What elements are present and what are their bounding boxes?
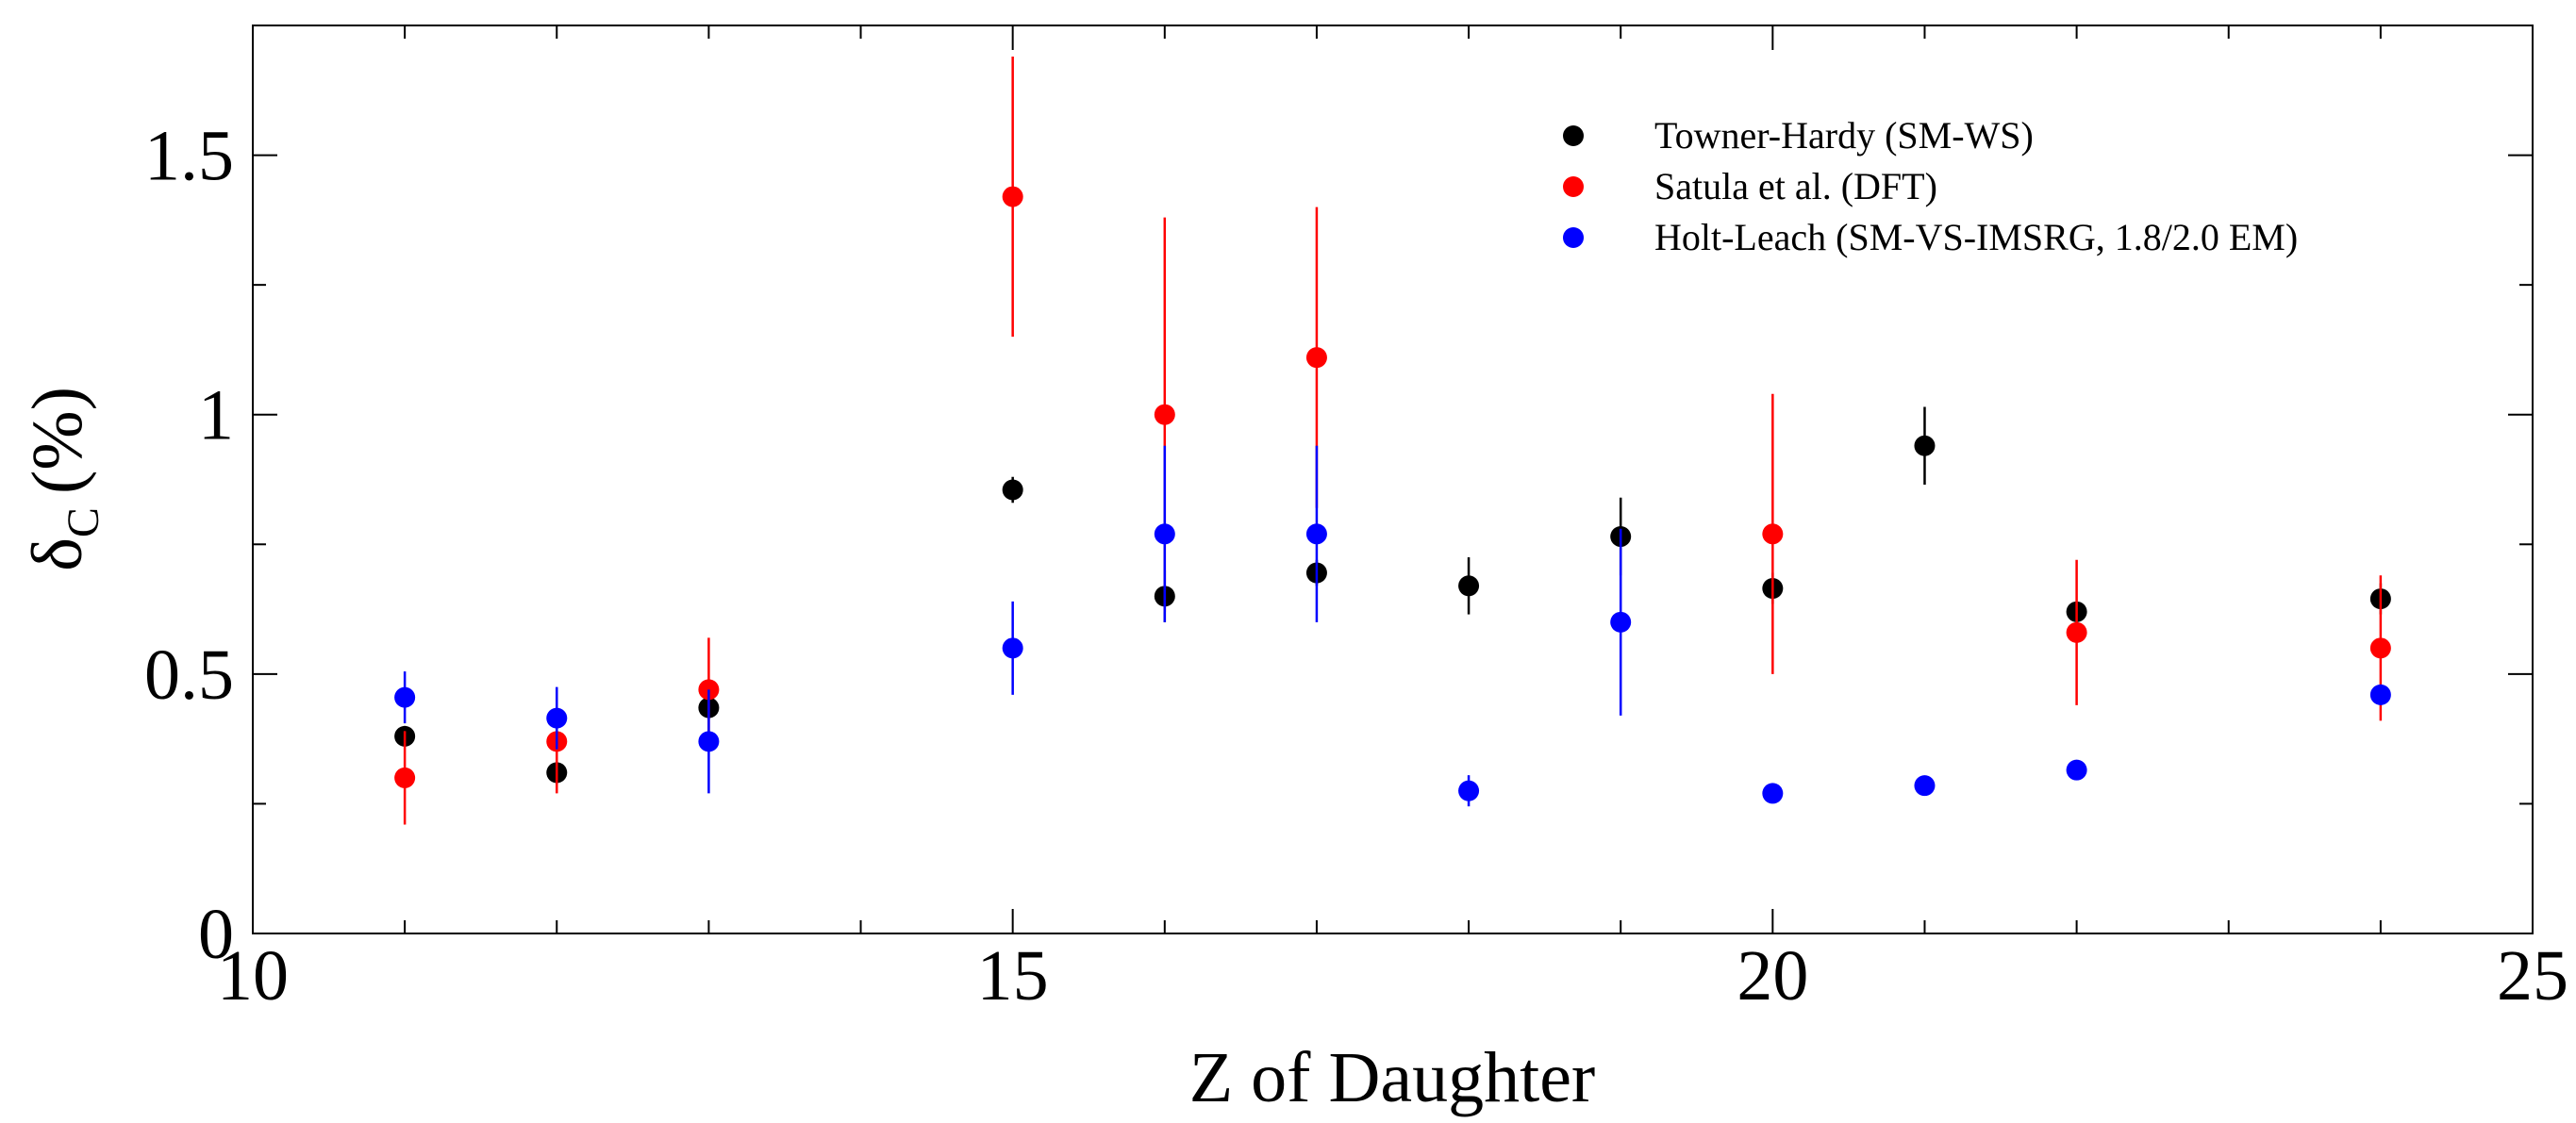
x-tick-label: 20 <box>1737 936 1808 1016</box>
legend-label: Satula et al. (DFT) <box>1654 165 1937 207</box>
y-tick-label: 1.5 <box>144 117 234 196</box>
data-point <box>1914 775 1936 797</box>
data-point <box>2066 621 2087 643</box>
legend-label: Towner-Hardy (SM-WS) <box>1654 114 2034 157</box>
x-tick-label: 15 <box>977 936 1049 1016</box>
data-point <box>2369 637 2391 659</box>
y-axis-title: δC (%) <box>18 387 108 571</box>
data-point <box>1154 523 1175 545</box>
legend-marker <box>1563 176 1584 197</box>
data-point <box>1762 523 1784 545</box>
series-1 <box>394 406 2391 784</box>
x-tick-label: 10 <box>217 936 289 1016</box>
data-point <box>1002 637 1023 659</box>
data-point <box>1610 611 1632 633</box>
data-point <box>698 731 720 752</box>
y-axis-subscript: C <box>58 507 108 537</box>
data-point <box>1305 523 1327 545</box>
legend-marker <box>1563 227 1584 248</box>
legend-marker <box>1563 125 1584 146</box>
data-point <box>1458 575 1480 597</box>
data-point <box>546 707 568 729</box>
data-point <box>1762 783 1784 804</box>
data-point <box>1002 186 1023 207</box>
y-axis-symbol: δ <box>18 537 97 571</box>
data-point <box>1914 435 1936 456</box>
y-tick-label: 0.5 <box>144 636 234 715</box>
data-point <box>1458 780 1480 801</box>
series-2 <box>394 57 2391 825</box>
y-tick-label: 0 <box>198 895 234 974</box>
data-point <box>1002 479 1023 501</box>
y-axis-unit: (%) <box>18 387 97 494</box>
data-point <box>1305 347 1327 369</box>
x-axis-title: Z of Daughter <box>1189 1038 1596 1117</box>
series-3 <box>394 445 2391 807</box>
data-series <box>394 57 2391 825</box>
data-point <box>394 686 416 708</box>
data-point <box>2066 759 2087 781</box>
legend: Towner-Hardy (SM-WS) Satula et al. (DFT) H… <box>1563 114 2298 258</box>
legend-label: Holt-Leach (SM-VS-IMSRG, 1.8/2.0 EM) <box>1654 216 2298 258</box>
data-point <box>2369 684 2391 705</box>
y-tick-label: 1 <box>198 376 234 455</box>
data-point <box>1154 404 1175 425</box>
data-point <box>394 767 416 788</box>
plot-frame <box>252 25 2534 934</box>
x-tick-label: 25 <box>2497 936 2568 1016</box>
axis-ticks: 10 15 20 25 0 0.5 1 1.5 <box>144 25 2568 1016</box>
